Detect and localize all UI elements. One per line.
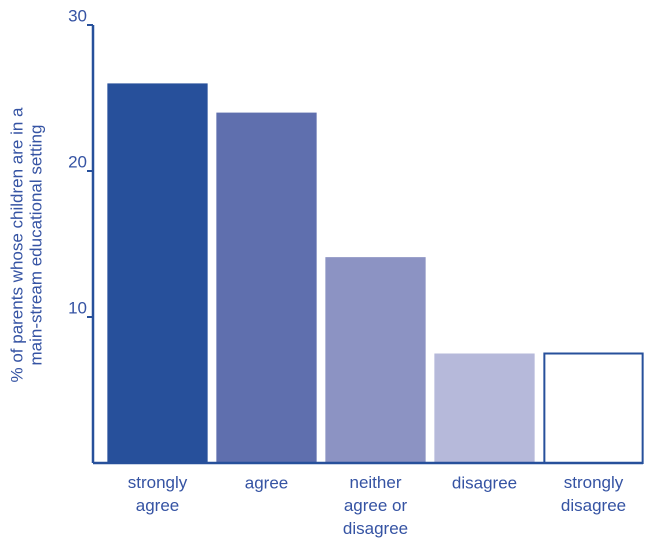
bar <box>107 83 208 464</box>
bar <box>325 257 426 463</box>
x-tick-label: strongly disagree <box>561 473 626 515</box>
y-tick-label: 10 <box>68 298 87 317</box>
bar <box>434 353 535 463</box>
y-tick-label: 20 <box>68 152 87 171</box>
y-tick-label: 30 <box>68 6 87 25</box>
y-axis-label: % of parents whose children are in amain… <box>8 107 46 383</box>
x-tick-label: disagree <box>452 473 517 492</box>
bar <box>216 112 317 463</box>
bar <box>543 352 644 464</box>
x-tick-label: agree <box>245 473 288 492</box>
x-tick-label: strongly agree <box>128 473 188 515</box>
x-tick-label: neither agree or disagree <box>343 473 408 538</box>
